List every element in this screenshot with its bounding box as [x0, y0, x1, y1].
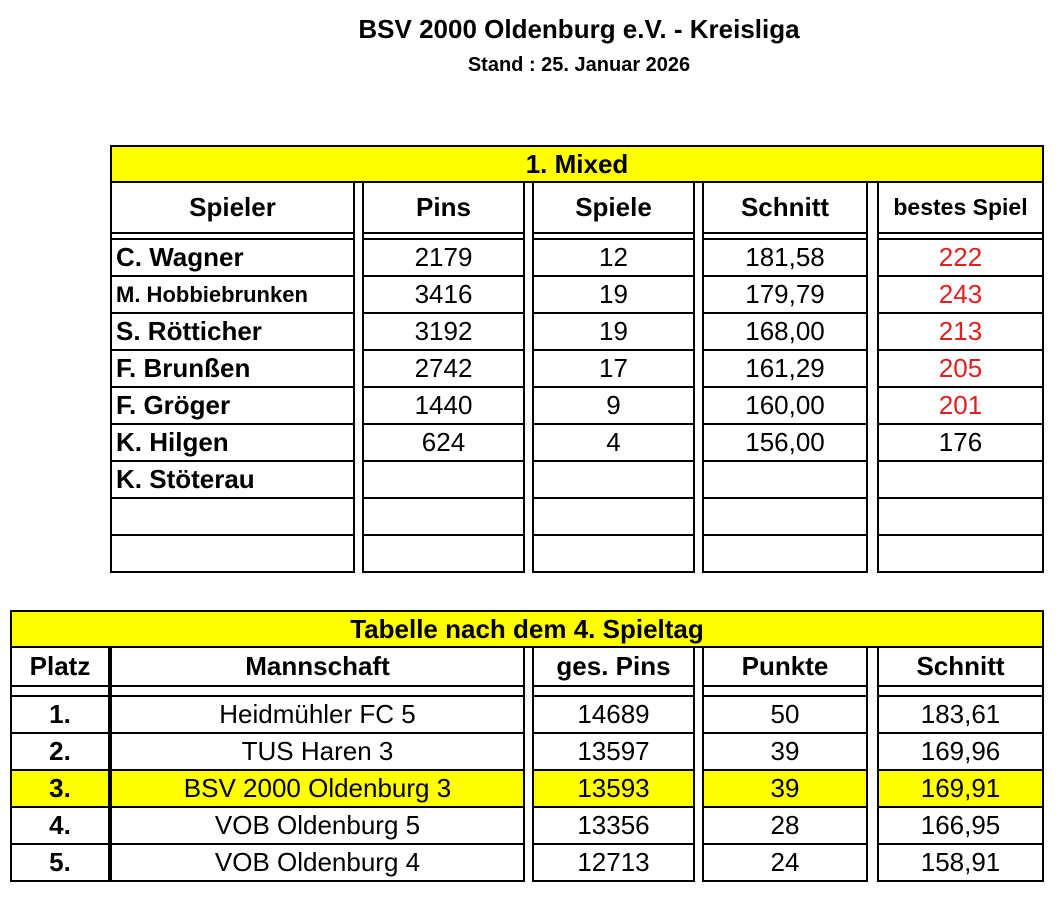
column-header: Punkte [702, 646, 868, 687]
player-name: S. Rötticher [110, 312, 355, 351]
player-name: C. Wagner [110, 238, 355, 277]
team-stat: 169,96 [877, 732, 1044, 771]
player-stat [362, 460, 525, 499]
player-stat [702, 534, 868, 573]
team-stat: 39 [702, 732, 868, 771]
team-stat: 13597 [532, 732, 695, 771]
team-stat: 39 [702, 769, 868, 808]
table-title: 1. Mixed [110, 145, 1044, 183]
page-subtitle: Stand : 25. Januar 2026 [467, 54, 691, 76]
player-stat: 156,00 [702, 423, 868, 462]
player-stat: 12 [532, 238, 695, 277]
player-stat: 179,79 [702, 275, 868, 314]
player-stat: 222 [877, 238, 1044, 277]
team-stat: BSV 2000 Oldenburg 3 [110, 769, 525, 808]
team-stat: 169,91 [877, 769, 1044, 808]
team-stat: 13593 [532, 769, 695, 808]
player-stat: 2179 [362, 238, 525, 277]
player-name [110, 497, 355, 536]
player-stat [702, 460, 868, 499]
player-stat [702, 497, 868, 536]
player-stat: 243 [877, 275, 1044, 314]
page-title: BSV 2000 Oldenburg e.V. - Kreisliga [358, 14, 800, 44]
team-stat: VOB Oldenburg 4 [110, 843, 525, 882]
rank: 4. [10, 806, 110, 845]
column-header: bestes Spiel [877, 181, 1044, 234]
player-name [110, 534, 355, 573]
player-stat [532, 460, 695, 499]
player-stat: 161,29 [702, 349, 868, 388]
team-stat: 13356 [532, 806, 695, 845]
team-stat: Heidmühler FC 5 [110, 695, 525, 734]
team-stat: 158,91 [877, 843, 1044, 882]
player-stat: 205 [877, 349, 1044, 388]
player-stat: 19 [532, 312, 695, 351]
player-stat: 213 [877, 312, 1044, 351]
player-stat [877, 534, 1044, 573]
player-stat [532, 497, 695, 536]
player-name: K. Stöterau [110, 460, 355, 499]
column-header: Spieler [110, 181, 355, 234]
team-stat: 12713 [532, 843, 695, 882]
rank: 5. [10, 843, 110, 882]
player-stat: 168,00 [702, 312, 868, 351]
player-stat: 201 [877, 386, 1044, 425]
team-stat: 24 [702, 843, 868, 882]
player-stat: 9 [532, 386, 695, 425]
player-stat: 181,58 [702, 238, 868, 277]
rank: 3. [10, 769, 110, 808]
player-name: M. Hobbiebrunken [110, 275, 355, 314]
column-header: Spiele [532, 181, 695, 234]
player-stat: 160,00 [702, 386, 868, 425]
player-name: K. Hilgen [110, 423, 355, 462]
player-stat: 3192 [362, 312, 525, 351]
player-stat [532, 534, 695, 573]
team-stat: 166,95 [877, 806, 1044, 845]
team-stat: 183,61 [877, 695, 1044, 734]
rank: 2. [10, 732, 110, 771]
player-stat: 1440 [362, 386, 525, 425]
player-stat: 176 [877, 423, 1044, 462]
table-title: Tabelle nach dem 4. Spieltag [10, 610, 1044, 648]
rank: 1. [10, 695, 110, 734]
player-stat: 19 [532, 275, 695, 314]
column-header: Schnitt [877, 646, 1044, 687]
player-stat [877, 497, 1044, 536]
player-stat: 4 [532, 423, 695, 462]
player-name: F. Brunßen [110, 349, 355, 388]
column-header: Platz [10, 646, 110, 687]
column-header: Pins [362, 181, 525, 234]
team-stat: 28 [702, 806, 868, 845]
player-name: F. Gröger [110, 386, 355, 425]
player-stat [877, 460, 1044, 499]
player-stat: 2742 [362, 349, 525, 388]
player-stat: 3416 [362, 275, 525, 314]
player-stat: 17 [532, 349, 695, 388]
player-stat: 624 [362, 423, 525, 462]
player-stat [362, 534, 525, 573]
column-header: Mannschaft [110, 646, 525, 687]
team-stat: 50 [702, 695, 868, 734]
team-stat: VOB Oldenburg 5 [110, 806, 525, 845]
column-header: ges. Pins [532, 646, 695, 687]
team-stat: TUS Haren 3 [110, 732, 525, 771]
column-header: Schnitt [702, 181, 868, 234]
team-stat: 14689 [532, 695, 695, 734]
player-stat [362, 497, 525, 536]
